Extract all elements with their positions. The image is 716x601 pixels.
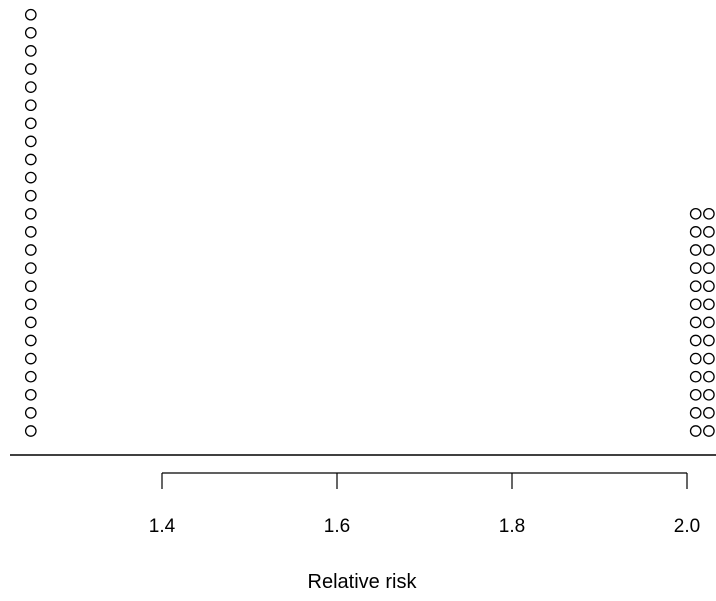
x-tick-label-1.6: 1.6 <box>324 516 350 537</box>
data-points <box>24 8 715 437</box>
data-point <box>24 244 37 256</box>
data-point <box>703 407 715 419</box>
data-point <box>689 407 702 419</box>
data-point <box>24 280 37 293</box>
data-point <box>24 407 37 419</box>
data-point <box>689 334 702 347</box>
data-point <box>703 207 715 220</box>
x-tick-label-2.0: 2.0 <box>674 516 700 537</box>
data-point <box>703 226 715 238</box>
data-point <box>689 207 702 220</box>
data-point <box>703 352 715 365</box>
data-point <box>689 244 702 256</box>
data-point <box>689 262 702 274</box>
data-point <box>689 425 702 437</box>
data-point <box>24 63 37 75</box>
data-point <box>24 334 37 347</box>
data-point <box>24 388 37 401</box>
data-point <box>703 388 715 401</box>
data-point <box>689 316 702 329</box>
data-point <box>24 99 37 112</box>
x-tick-label-1.8: 1.8 <box>499 516 525 537</box>
data-point <box>24 298 37 311</box>
data-point <box>24 207 37 220</box>
data-point <box>689 370 702 383</box>
data-point <box>689 352 702 365</box>
data-point <box>24 81 37 93</box>
x-tick-label-1.4: 1.4 <box>149 516 176 537</box>
data-point <box>24 135 37 148</box>
data-point <box>703 244 715 256</box>
data-point <box>689 280 702 293</box>
data-point <box>24 226 37 238</box>
data-point <box>703 316 715 329</box>
x-axis-title: Relative risk <box>308 571 418 593</box>
data-point <box>24 26 37 39</box>
data-point <box>703 262 715 274</box>
data-point <box>24 352 37 365</box>
x-axis: 1.4 1.6 1.8 2.0 <box>149 472 700 537</box>
data-point <box>24 117 37 130</box>
data-point <box>703 280 715 293</box>
data-point <box>24 8 37 21</box>
data-point <box>689 298 702 311</box>
data-point <box>689 226 702 238</box>
data-point <box>703 370 715 383</box>
data-point <box>689 388 702 401</box>
data-point <box>24 189 37 202</box>
data-point <box>703 425 715 437</box>
data-point <box>24 153 37 166</box>
data-point <box>24 370 37 383</box>
data-point <box>24 171 37 184</box>
data-point <box>703 298 715 311</box>
data-point <box>24 316 37 329</box>
data-point <box>703 334 715 347</box>
data-point <box>24 425 37 437</box>
data-point <box>24 45 37 57</box>
data-point <box>24 262 37 274</box>
